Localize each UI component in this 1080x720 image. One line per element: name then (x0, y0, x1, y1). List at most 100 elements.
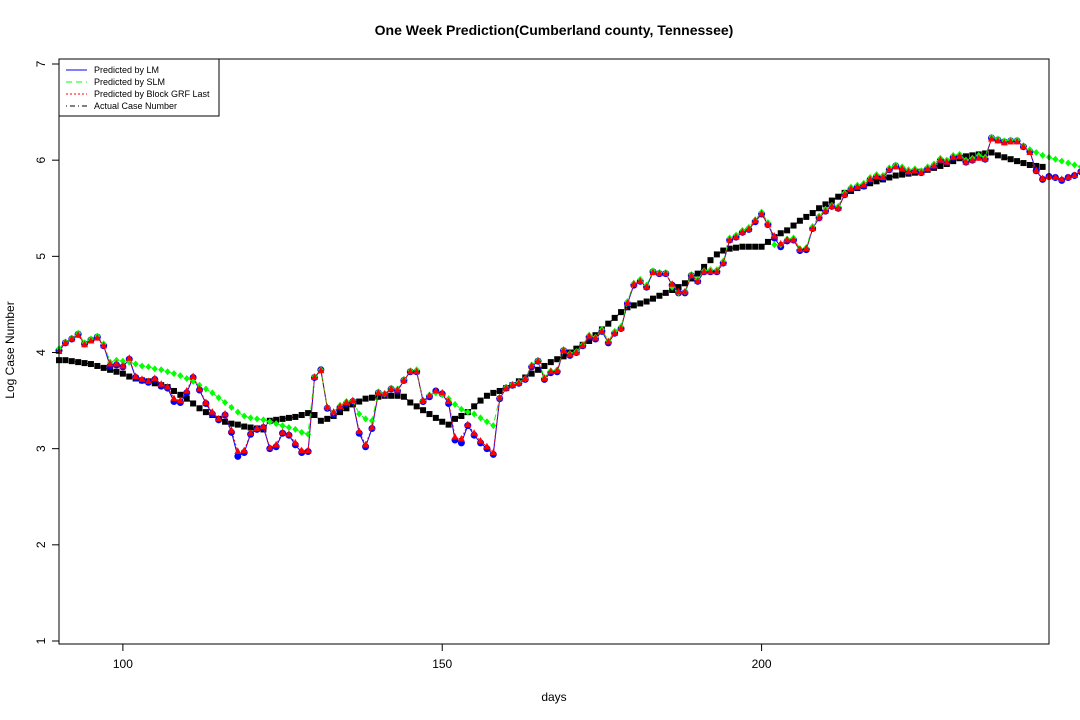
data-point (285, 430, 293, 437)
data-point (1039, 174, 1047, 181)
data-point (1007, 137, 1015, 145)
data-point (623, 299, 631, 306)
data-point (611, 314, 618, 321)
data-point (119, 357, 126, 365)
data-point (784, 227, 791, 234)
data-point (701, 263, 708, 270)
y-axis: 1 2 3 4 5 6 7 (34, 60, 60, 644)
data-point (477, 414, 484, 422)
y-tick-label: 7 (34, 60, 48, 67)
data-point (170, 370, 177, 378)
y-tick-label: 4 (34, 349, 48, 356)
data-point (81, 340, 89, 348)
data-point (662, 289, 669, 296)
data-point (968, 156, 976, 163)
data-point (911, 166, 919, 174)
data-point (554, 356, 561, 363)
data-point (144, 377, 152, 384)
data-point (560, 346, 568, 354)
data-point (496, 393, 504, 401)
data-point (943, 158, 951, 165)
legend: Predicted by LM Predicted by SLM Predicted… (58, 58, 220, 117)
series-1 (56, 133, 1080, 438)
data-point (305, 430, 312, 438)
data-point (458, 405, 465, 413)
data-point (125, 354, 133, 361)
data-point (534, 357, 542, 364)
data-point (304, 446, 312, 454)
data-point (240, 446, 248, 454)
data-point (515, 379, 523, 386)
data-point (924, 164, 932, 172)
data-point (394, 386, 402, 393)
x-axis: 100 150 200 (113, 643, 772, 671)
data-point (630, 280, 638, 287)
data-point (815, 213, 823, 221)
data-point (445, 397, 453, 405)
data-point (566, 350, 574, 357)
data-point (119, 370, 126, 377)
data-point (202, 385, 209, 393)
data-point (1064, 173, 1072, 180)
data-point (841, 190, 849, 198)
data-point (496, 387, 503, 394)
data-point (432, 386, 440, 394)
data-point (355, 427, 363, 434)
y-tick-label: 2 (34, 541, 48, 548)
data-point (636, 277, 644, 284)
data-point (234, 447, 242, 455)
data-point (1007, 156, 1014, 163)
data-point (790, 222, 797, 229)
data-point (87, 361, 94, 368)
data-point (1032, 166, 1040, 174)
data-point (61, 338, 69, 346)
data-point (254, 415, 260, 423)
data-point (292, 413, 299, 420)
data-point (291, 438, 299, 446)
data-point (1020, 160, 1027, 167)
data-point (189, 372, 197, 380)
data-point (349, 396, 357, 404)
data-point (982, 150, 989, 157)
data-point (630, 302, 637, 309)
data-point (400, 393, 407, 400)
data-point (1033, 148, 1040, 156)
data-point (176, 396, 184, 404)
data-point (617, 324, 625, 331)
data-point (732, 233, 740, 240)
data-point (483, 418, 490, 426)
data-point (758, 210, 766, 217)
data-point (771, 241, 778, 249)
data-point (656, 292, 663, 299)
data-point (305, 410, 312, 417)
data-point (579, 341, 587, 349)
data-point (464, 420, 472, 428)
data-point (1026, 148, 1034, 155)
data-point (611, 329, 619, 336)
data-point (471, 410, 478, 418)
data-point (764, 238, 771, 245)
data-point (988, 135, 996, 142)
data-point (687, 271, 695, 279)
data-point (68, 358, 75, 365)
data-point (394, 392, 401, 399)
data-point (100, 364, 107, 371)
data-point (285, 424, 292, 432)
data-point (222, 418, 229, 425)
data-point (528, 370, 535, 377)
data-point (764, 220, 772, 228)
data-point (681, 280, 688, 287)
data-point (553, 366, 561, 374)
data-point (1052, 155, 1059, 163)
data-point (74, 331, 82, 338)
data-point (464, 408, 471, 416)
data-point (822, 201, 829, 208)
data-point (994, 136, 1002, 144)
data-point (936, 156, 944, 163)
data-point (873, 172, 881, 180)
data-point (1065, 159, 1072, 167)
data-point (937, 162, 944, 169)
data-point (592, 334, 600, 341)
data-point (420, 407, 427, 414)
data-point (694, 270, 701, 277)
